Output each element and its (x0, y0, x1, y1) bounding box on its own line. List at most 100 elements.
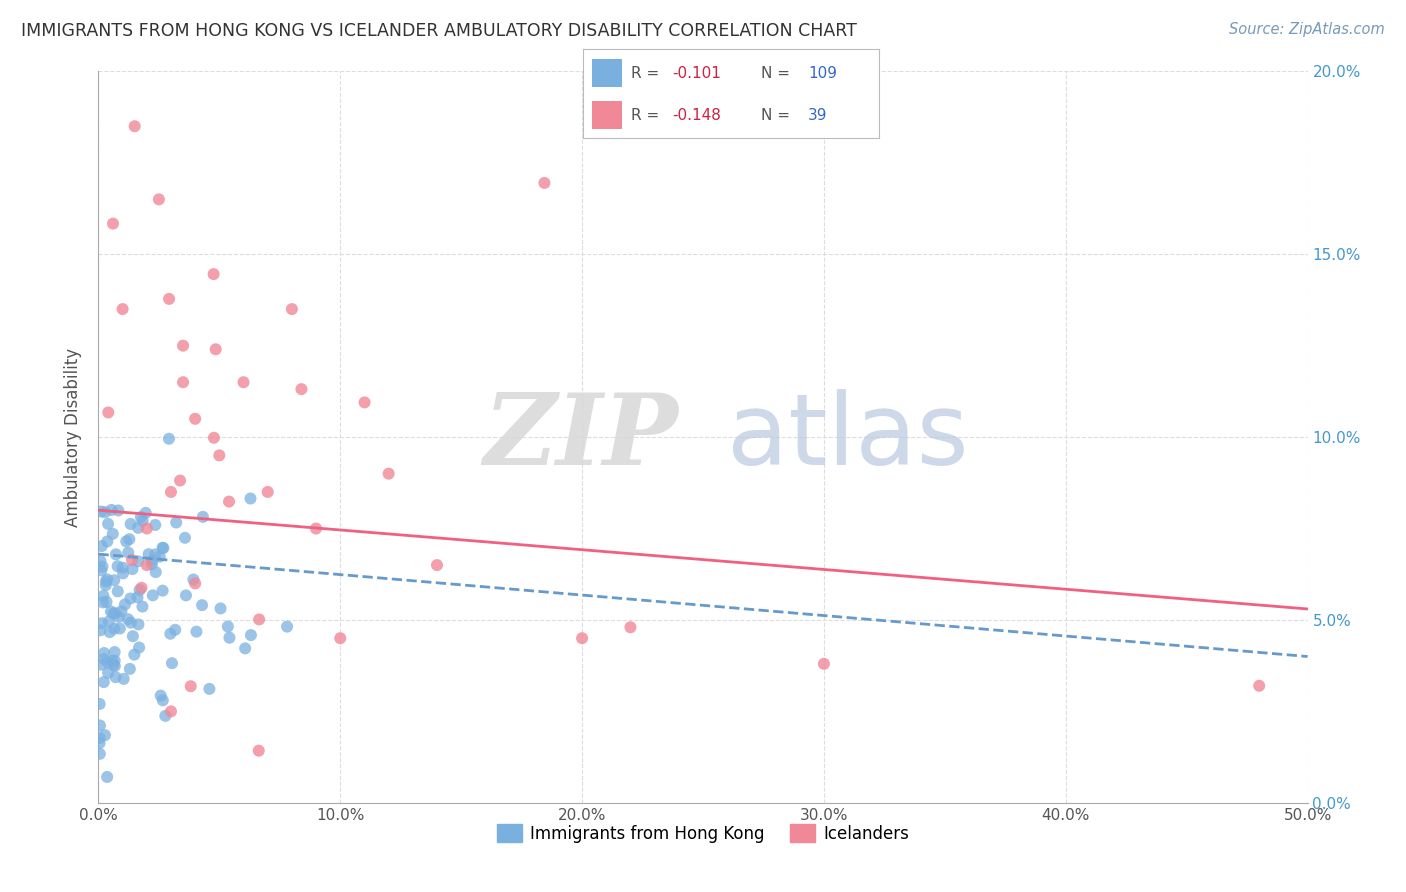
Point (120, 516, 142, 531)
FancyBboxPatch shape (592, 59, 621, 87)
Point (232, 375, 254, 389)
Point (111, 301, 134, 317)
Point (218, 494, 240, 508)
Point (100, 503, 122, 517)
Point (121, 553, 143, 567)
Point (89, 624, 111, 638)
Point (93, 646, 115, 660)
Point (90, 504, 112, 518)
Point (94, 505, 117, 519)
Point (90, 539, 112, 553)
Point (135, 506, 157, 520)
Point (1249, 679, 1271, 693)
Point (97, 656, 120, 670)
Point (93, 589, 115, 603)
Point (124, 120, 146, 134)
Point (174, 588, 197, 602)
Point (115, 534, 138, 549)
Point (135, 521, 157, 535)
Point (172, 375, 194, 389)
Text: N =: N = (761, 66, 794, 80)
Point (619, 620, 641, 634)
FancyBboxPatch shape (592, 101, 621, 129)
Point (135, 558, 157, 573)
Point (91, 559, 114, 574)
Point (138, 547, 160, 561)
Point (107, 559, 129, 574)
Point (104, 645, 127, 659)
Point (239, 491, 262, 506)
Point (172, 338, 194, 352)
Point (141, 558, 163, 572)
Point (97, 516, 120, 531)
Point (281, 301, 304, 317)
Point (120, 591, 142, 606)
Point (103, 657, 125, 672)
Point (290, 382, 312, 396)
Point (256, 485, 278, 500)
Point (305, 521, 328, 535)
Point (107, 503, 129, 517)
Point (813, 657, 835, 671)
Point (90, 616, 112, 631)
Point (155, 709, 177, 723)
Point (152, 693, 174, 707)
Point (104, 607, 127, 621)
Point (89, 747, 111, 761)
Point (104, 654, 127, 668)
Point (217, 619, 239, 633)
Point (159, 626, 181, 640)
Point (89, 554, 111, 568)
Point (117, 545, 139, 559)
Point (148, 192, 170, 206)
Point (128, 640, 150, 655)
Point (191, 598, 214, 612)
Point (186, 624, 208, 639)
Point (143, 518, 166, 533)
Text: R =: R = (631, 66, 664, 80)
Point (127, 554, 149, 568)
Point (110, 604, 132, 618)
Point (202, 267, 225, 281)
Point (152, 541, 174, 555)
Point (96, 595, 118, 609)
Point (128, 582, 150, 597)
Text: -0.101: -0.101 (672, 66, 721, 80)
Point (204, 343, 226, 357)
Point (157, 292, 180, 306)
Point (91, 595, 114, 609)
Point (247, 744, 270, 758)
Point (160, 485, 183, 500)
Point (98, 625, 121, 640)
Point (165, 623, 187, 637)
Point (184, 412, 207, 426)
Point (118, 532, 141, 546)
Text: 109: 109 (808, 66, 837, 80)
Point (104, 670, 127, 684)
Point (101, 654, 124, 668)
Point (131, 581, 153, 595)
Point (209, 601, 232, 615)
Point (104, 659, 127, 673)
Point (152, 583, 174, 598)
Point (93, 675, 115, 690)
Point (127, 591, 149, 605)
Point (112, 566, 135, 581)
Point (377, 467, 399, 481)
Point (145, 565, 167, 579)
Point (160, 656, 183, 670)
Point (112, 672, 135, 686)
Point (101, 526, 124, 541)
Point (127, 521, 149, 535)
Point (89, 718, 111, 732)
Point (218, 631, 240, 645)
Point (117, 612, 139, 626)
Point (96, 770, 118, 784)
Point (104, 547, 127, 561)
Point (89, 697, 111, 711)
Point (142, 588, 165, 602)
Point (149, 549, 172, 564)
Point (94, 578, 117, 592)
Point (233, 641, 256, 656)
Point (118, 662, 141, 676)
